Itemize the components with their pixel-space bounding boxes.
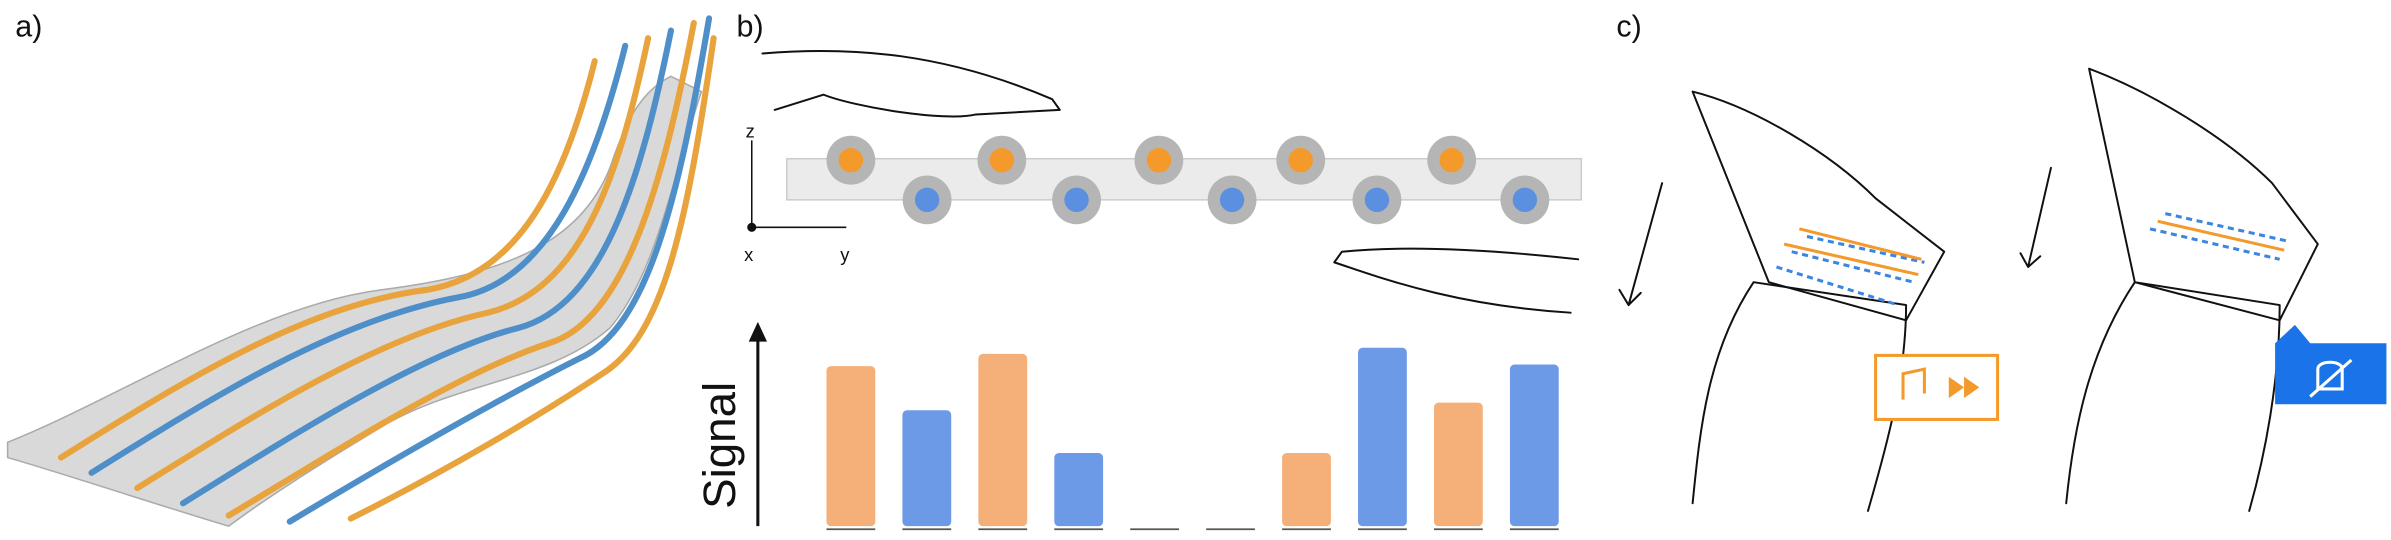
axis-label: z	[746, 120, 755, 141]
bar	[1282, 452, 1331, 527]
panel-label: c)	[1616, 10, 1641, 44]
bar	[1358, 347, 1407, 527]
panel-label: a)	[15, 10, 42, 44]
wrist-illustration-left	[1618, 90, 2000, 512]
y-axis-label: Signal	[694, 382, 745, 509]
bar-chart: Signal	[694, 321, 1559, 531]
axis-label: x	[744, 244, 753, 265]
bar	[1509, 364, 1559, 527]
axes-3d	[747, 140, 847, 232]
textile-illustration	[6, 15, 717, 528]
panel-label: b)	[737, 10, 764, 44]
bar	[826, 366, 876, 527]
axis-label: y	[840, 244, 850, 265]
sensors	[826, 135, 1550, 225]
hand-bottom	[1333, 247, 1580, 314]
hand-top	[761, 49, 1061, 118]
bar	[1433, 402, 1483, 527]
bar	[902, 410, 952, 527]
axis-arrow	[748, 321, 768, 342]
bar	[1054, 452, 1104, 527]
bar	[978, 353, 1028, 527]
wrist-illustration-right	[2019, 67, 2387, 512]
